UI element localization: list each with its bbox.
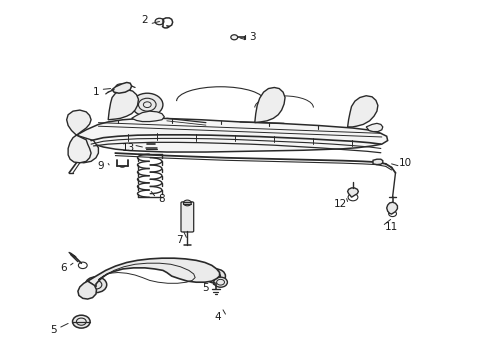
Polygon shape — [387, 202, 397, 214]
Polygon shape — [78, 281, 97, 299]
Polygon shape — [76, 118, 388, 152]
Polygon shape — [347, 96, 378, 127]
Polygon shape — [373, 159, 383, 165]
Circle shape — [231, 35, 238, 40]
Text: 4: 4 — [215, 312, 221, 322]
Circle shape — [80, 288, 92, 296]
Circle shape — [183, 200, 191, 206]
Polygon shape — [112, 82, 132, 93]
Circle shape — [85, 277, 107, 293]
Circle shape — [197, 123, 215, 136]
Text: 8: 8 — [159, 194, 165, 204]
Text: 13: 13 — [122, 143, 135, 153]
Text: 2: 2 — [142, 15, 148, 26]
Text: 5: 5 — [202, 283, 209, 293]
Circle shape — [214, 277, 227, 287]
Text: 11: 11 — [385, 222, 398, 232]
Polygon shape — [69, 135, 98, 163]
Circle shape — [308, 129, 319, 138]
Circle shape — [206, 269, 225, 283]
Polygon shape — [68, 135, 91, 163]
Text: 6: 6 — [60, 263, 67, 273]
Polygon shape — [347, 188, 358, 197]
Circle shape — [146, 142, 157, 150]
Text: 5: 5 — [50, 325, 57, 335]
Circle shape — [116, 84, 125, 91]
Polygon shape — [88, 258, 220, 287]
Text: 1: 1 — [93, 87, 99, 97]
Polygon shape — [132, 111, 164, 122]
Circle shape — [132, 93, 163, 116]
Text: 9: 9 — [98, 161, 104, 171]
Circle shape — [267, 126, 282, 137]
Circle shape — [73, 315, 90, 328]
Polygon shape — [366, 123, 383, 132]
Polygon shape — [67, 110, 91, 135]
Text: 3: 3 — [249, 32, 256, 41]
Polygon shape — [108, 90, 139, 120]
FancyBboxPatch shape — [181, 202, 194, 232]
Text: 10: 10 — [399, 158, 412, 168]
Text: 7: 7 — [176, 235, 182, 245]
Circle shape — [155, 18, 164, 25]
Polygon shape — [255, 87, 285, 123]
Text: 12: 12 — [334, 199, 347, 210]
